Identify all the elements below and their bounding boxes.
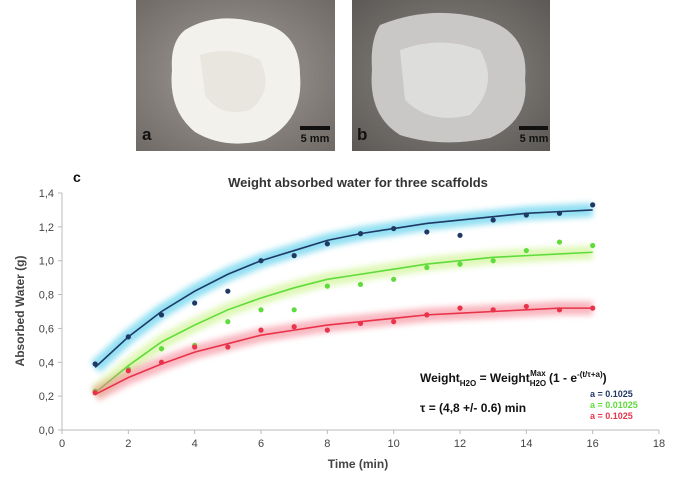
data-point xyxy=(490,258,496,264)
y-tick-label: 0,4 xyxy=(39,357,54,369)
data-point xyxy=(291,324,297,330)
data-point xyxy=(158,359,165,365)
x-tick-label: 16 xyxy=(587,438,599,450)
data-point xyxy=(125,334,131,340)
y-tick-label: 0,2 xyxy=(39,391,54,403)
x-axis-label: Time (min) xyxy=(328,457,388,471)
data-point xyxy=(590,202,596,208)
a-label: a = 0.1025 xyxy=(590,389,633,399)
y-tick-label: 0,8 xyxy=(39,290,54,302)
tau-label: τ = (4,8 +/- 0.6) min xyxy=(420,401,526,415)
y-axis-label: Absorbed Water (g) xyxy=(13,256,27,367)
data-point xyxy=(258,307,264,313)
data-point xyxy=(556,307,563,313)
x-tick-label: 8 xyxy=(324,438,330,450)
x-tick-label: 14 xyxy=(520,438,532,450)
data-point xyxy=(523,212,529,218)
data-point xyxy=(258,327,264,333)
data-point xyxy=(391,276,397,282)
photo-b: b 5 mm xyxy=(352,0,550,151)
x-tick-label: 18 xyxy=(653,438,665,450)
data-point xyxy=(192,300,198,306)
panel-label: b xyxy=(357,125,367,144)
panel-label: a xyxy=(142,125,152,144)
data-point xyxy=(258,258,264,264)
data-point xyxy=(158,312,165,318)
photo-a: a 5 mm xyxy=(136,0,335,151)
data-point xyxy=(92,390,98,396)
fit-line xyxy=(94,209,593,368)
data-point xyxy=(556,210,563,216)
data-point xyxy=(391,319,397,325)
data-point xyxy=(324,327,330,333)
data-point xyxy=(523,247,529,254)
y-tick-label: 0,0 xyxy=(39,425,54,437)
x-tick-label: 10 xyxy=(388,438,400,450)
data-point xyxy=(291,307,297,313)
data-point xyxy=(457,305,463,311)
data-point xyxy=(457,261,463,267)
x-tick-label: 6 xyxy=(258,438,264,450)
data-point xyxy=(357,231,364,237)
formula: WeightH2O = WeightH2OMax (1 - e-(t/τ+a)) xyxy=(420,369,607,388)
data-point xyxy=(490,217,496,223)
data-point xyxy=(556,239,563,245)
data-point xyxy=(424,264,430,271)
data-point xyxy=(92,361,98,367)
data-point xyxy=(590,242,596,249)
data-point xyxy=(490,307,496,313)
a-label: a = 0.1025 xyxy=(590,411,633,421)
x-tick-label: 4 xyxy=(192,438,198,450)
data-point xyxy=(158,346,165,352)
scale-label: 5 mm xyxy=(301,133,330,145)
data-point xyxy=(324,241,330,247)
data-point xyxy=(391,225,397,232)
data-point xyxy=(457,232,463,238)
data-point xyxy=(225,288,231,294)
data-point xyxy=(225,319,231,325)
y-tick-label: 1,2 xyxy=(39,222,54,234)
data-point xyxy=(324,283,330,289)
fit-line xyxy=(94,307,593,396)
data-point xyxy=(424,312,430,318)
data-point xyxy=(424,229,430,235)
data-point xyxy=(225,344,231,350)
y-tick-label: 0,6 xyxy=(39,323,54,335)
data-point xyxy=(357,320,364,326)
data-point xyxy=(357,281,364,288)
fit-line xyxy=(94,251,593,394)
data-point xyxy=(590,305,596,311)
x-tick-label: 0 xyxy=(59,438,65,450)
data-point xyxy=(192,344,198,350)
x-tick-label: 2 xyxy=(125,438,131,450)
data-point xyxy=(523,303,529,310)
y-tick-label: 1,4 xyxy=(39,188,54,200)
y-tick-label: 1,0 xyxy=(39,256,54,268)
chart-title: Weight absorbed water for three scaffold… xyxy=(228,175,488,190)
a-label: a = 0.01025 xyxy=(590,400,638,410)
panel-label: c xyxy=(73,169,81,185)
data-point xyxy=(291,253,297,259)
x-tick-label: 12 xyxy=(454,438,466,450)
scale-label: 5 mm xyxy=(520,133,549,145)
data-point xyxy=(125,368,131,374)
